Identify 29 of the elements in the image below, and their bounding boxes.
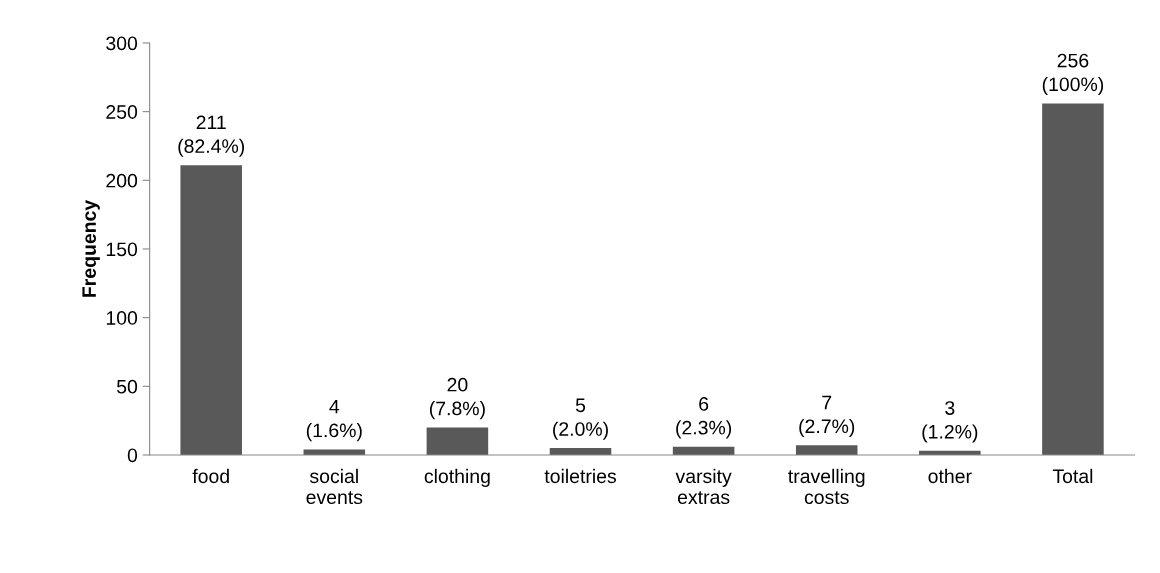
data-label: 4 (1.6%) [306,399,362,442]
y-tick-label: 150 [106,242,138,257]
x-tick-label: food [192,468,229,484]
y-tick-label: 200 [106,173,138,188]
y-tick-label: 100 [106,311,138,325]
bar [426,427,489,455]
bar [180,165,242,455]
data-label: 6 (2.3%) [676,397,732,439]
bar [795,445,858,455]
bar [303,449,366,455]
x-tick-label: travelling costs [788,468,865,505]
data-label: 211 (82.4%) [178,115,245,157]
bar [1042,103,1104,455]
data-label: 7 (2.7%) [799,395,855,438]
data-label: 3 (1.2%) [922,401,978,443]
data-label: 5 (2.0%) [553,398,608,440]
x-tick-label: social events [306,468,363,505]
x-tick-label: Total [1052,468,1093,484]
y-tick-label: 50 [116,379,138,394]
data-label: 20 (7.8%) [429,377,485,420]
x-tick-label: clothing [424,468,490,487]
x-tick-label: toiletries [544,468,617,484]
y-tick-label: 300 [106,36,138,51]
y-axis-title: Frequency [82,199,100,297]
data-label: 256 (100%) [1042,53,1104,96]
y-tick-label: 250 [106,105,138,119]
x-tick-label: other [928,468,972,484]
x-tick-label: varsity extras [675,468,732,505]
y-tick-label: 0 [127,448,138,463]
